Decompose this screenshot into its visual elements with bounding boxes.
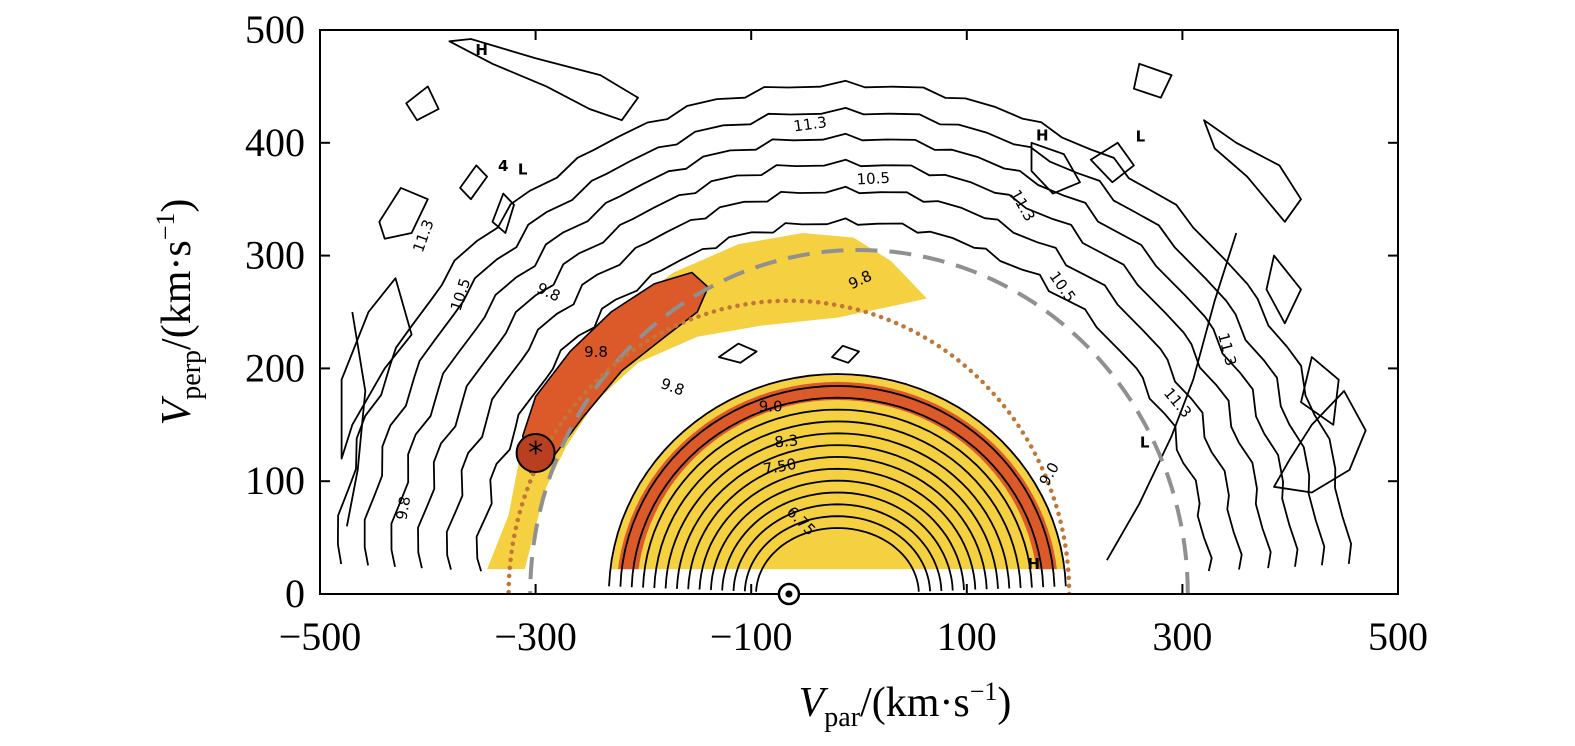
edge-contour — [378, 187, 429, 240]
contour-level-label: 9.8 — [534, 279, 563, 305]
contour-level-label: 10.5 — [447, 276, 474, 313]
y-tick-label: 400 — [245, 120, 305, 165]
inner-contour — [653, 420, 1022, 589]
y-tick-label: 200 — [245, 345, 305, 390]
inner-contour — [630, 396, 1045, 588]
inner-contour — [619, 385, 1056, 587]
edge-contour — [1300, 356, 1340, 426]
edge-contour — [346, 311, 367, 527]
outer-contour — [475, 217, 1213, 572]
extremum-marker-label: H — [475, 41, 488, 59]
plot-frame — [319, 29, 1399, 595]
dotted-reference-circle — [506, 298, 1072, 594]
edge-contour — [405, 85, 440, 122]
inner-contour — [676, 444, 999, 589]
edge-contour — [459, 164, 488, 201]
core-fill-light — [608, 374, 1066, 594]
inner-contour — [608, 373, 1067, 587]
edge-contour — [1133, 62, 1173, 99]
contour-level-label: 10.5 — [1045, 268, 1079, 306]
inner-contour — [710, 479, 965, 591]
extremum-marker-label: L — [518, 160, 528, 178]
edge-contour — [1265, 254, 1302, 325]
edge-contour — [448, 38, 639, 122]
extremum-marker-label: H — [1027, 555, 1040, 573]
extremum-marker-label: L — [1136, 128, 1146, 146]
outer-contour — [445, 185, 1243, 570]
contour-level-label: 11.3 — [1006, 187, 1038, 225]
contour-level-label: 10.5 — [856, 169, 890, 189]
extremum-marker-label: L — [1140, 433, 1150, 451]
y-axis-label: Vperp/(km·s−1) — [151, 199, 207, 426]
outer-contour — [363, 107, 1326, 566]
edge-contour — [1089, 141, 1135, 184]
x-axis-label: Vpar/(km·s−1) — [799, 677, 1012, 733]
inner-contour — [642, 408, 1033, 588]
contour-level-label: 11.3 — [1214, 331, 1240, 368]
origin-marker-large — [515, 433, 556, 473]
fill-region-light — [487, 233, 927, 570]
x-tick-label: 100 — [937, 614, 997, 659]
edge-contour — [1273, 390, 1367, 494]
x-tick-label: −500 — [279, 614, 362, 659]
unsampled-band — [320, 569, 1398, 594]
inner-contour — [687, 456, 988, 590]
fill-region-dark — [521, 271, 710, 474]
edge-contour — [491, 192, 515, 234]
outer-contour — [337, 79, 1352, 565]
edge-contour — [1106, 232, 1238, 561]
y-tick-label: 500 — [245, 7, 305, 52]
extremum-marker-label: H — [1036, 127, 1049, 145]
contour-level-label: 9.0 — [1036, 459, 1064, 489]
inner-contour — [743, 515, 931, 592]
edge-contour — [340, 277, 413, 460]
contour-level-label: 11.3 — [792, 113, 828, 135]
x-tick-label: −300 — [494, 614, 577, 659]
dashed-reference-circle — [528, 247, 1190, 594]
inner-contour — [664, 432, 1011, 589]
edge-contour — [1030, 141, 1081, 195]
contour-level-label: 9.0 — [759, 397, 783, 415]
contour-level-label: 11.3 — [409, 217, 437, 255]
contour-level-label: 7.50 — [762, 455, 798, 479]
inner-contour — [732, 503, 943, 591]
inner-contour — [755, 527, 920, 592]
extremum-marker-label: 4 — [498, 157, 508, 175]
edge-contour — [718, 342, 758, 364]
x-tick-label: −100 — [710, 614, 793, 659]
contour-level-label: 9.8 — [658, 374, 687, 399]
contour-level-label: 8.3 — [774, 431, 799, 451]
contour-level-label: 9.8 — [584, 343, 608, 361]
y-tick-label: 300 — [245, 233, 305, 278]
edge-contour — [831, 344, 860, 364]
y-tick-label: 100 — [245, 458, 305, 503]
y-tick-label: 0 — [285, 571, 305, 616]
edge-contour — [1203, 119, 1302, 223]
center-marker-dot — [785, 590, 793, 598]
x-tick-label: 300 — [1152, 614, 1212, 659]
inner-contour — [698, 467, 977, 590]
contour-level-label: 9.8 — [392, 495, 414, 522]
axis-ticks: −500 −300 −100 100 300 500 0 100 200 300 400 500 — [245, 7, 1428, 659]
inner-contour — [721, 491, 954, 591]
x-tick-label: 500 — [1368, 614, 1428, 659]
outer-contour — [417, 158, 1272, 569]
plot-area: 11.310.511.310.5 9.89.89.89.89.08.37.506.… — [320, 38, 1398, 594]
outer-contour — [390, 132, 1299, 567]
origin-marker-glyph: * — [528, 436, 543, 471]
